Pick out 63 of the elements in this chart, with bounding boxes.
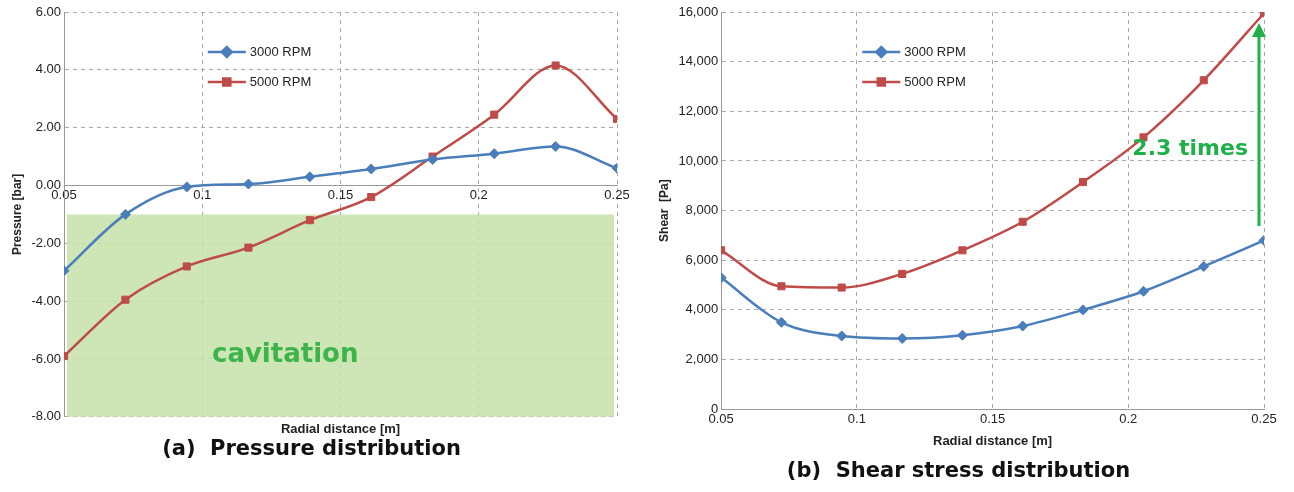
x-tick-label: 0.15 <box>979 410 1006 426</box>
y-tick-label: 4.00 <box>35 61 62 77</box>
legend-label: 5000 RPM <box>249 73 312 89</box>
point <box>775 316 787 328</box>
point <box>304 171 316 183</box>
point <box>1018 217 1027 226</box>
point <box>550 140 562 152</box>
y-tick-label: 6.00 <box>35 3 62 19</box>
y-tick-label: 16,000 <box>678 3 719 19</box>
x-tick-label: 0.1 <box>193 186 212 202</box>
legend-label: 3000 RPM <box>904 43 966 59</box>
point <box>244 243 253 252</box>
point <box>1137 285 1149 297</box>
y-tick-label: 2.00 <box>35 119 62 135</box>
x-tick-label: 0.2 <box>1119 410 1138 426</box>
point <box>1078 178 1087 187</box>
point <box>551 61 560 70</box>
point <box>958 246 967 255</box>
point <box>367 193 376 202</box>
point <box>365 163 377 175</box>
x-tick-label: 0.25 <box>604 186 630 202</box>
y-axis-title: Shear [Pa] <box>656 179 671 242</box>
point <box>488 148 500 160</box>
annotation: 2.3 times <box>1132 135 1248 161</box>
point <box>898 269 907 278</box>
point <box>1077 304 1089 316</box>
y-tick-label: 6,000 <box>685 251 719 267</box>
y-tick-label: 4,000 <box>685 301 719 317</box>
y-tick-label: 2,000 <box>685 351 719 367</box>
point <box>490 110 499 119</box>
point <box>837 283 846 292</box>
point <box>1199 76 1208 85</box>
text: (b) Shear stress distribution <box>786 457 1131 482</box>
y-tick-label: -2.00 <box>31 234 62 250</box>
band-label: cavitation <box>211 338 359 369</box>
point <box>181 181 193 193</box>
x-tick-label: 0.1 <box>847 410 866 426</box>
x-tick-label: 0.2 <box>469 186 488 202</box>
y-tick-label: 14,000 <box>678 53 719 69</box>
text: (a) Pressure distribution <box>162 435 461 460</box>
point <box>956 329 968 341</box>
x-axis-title: Radial distance [m] <box>280 420 401 436</box>
point <box>119 208 131 220</box>
point <box>1198 260 1210 272</box>
point <box>182 262 191 271</box>
legend-label: 5000 RPM <box>904 73 966 89</box>
y-tick-label: 8,000 <box>685 202 719 218</box>
point <box>121 295 130 304</box>
y-tick-label: -8.00 <box>31 408 62 424</box>
point <box>836 330 848 342</box>
y-tick-label: 12,000 <box>678 102 719 118</box>
point <box>305 216 314 225</box>
point <box>896 332 908 344</box>
legend-label: 3000 RPM <box>249 43 312 59</box>
y-axis-title: Pressure [bar] <box>9 173 24 256</box>
y-tick-label: -6.00 <box>31 350 62 366</box>
x-tick-label: 0.15 <box>327 186 354 202</box>
y-tick-label: 10,000 <box>678 152 719 168</box>
point <box>1017 320 1029 332</box>
x-axis-title: Radial distance [m] <box>932 433 1053 449</box>
y-tick-label: -4.00 <box>31 292 62 308</box>
point <box>777 282 786 291</box>
x-tick-label: 0.25 <box>1251 410 1277 426</box>
